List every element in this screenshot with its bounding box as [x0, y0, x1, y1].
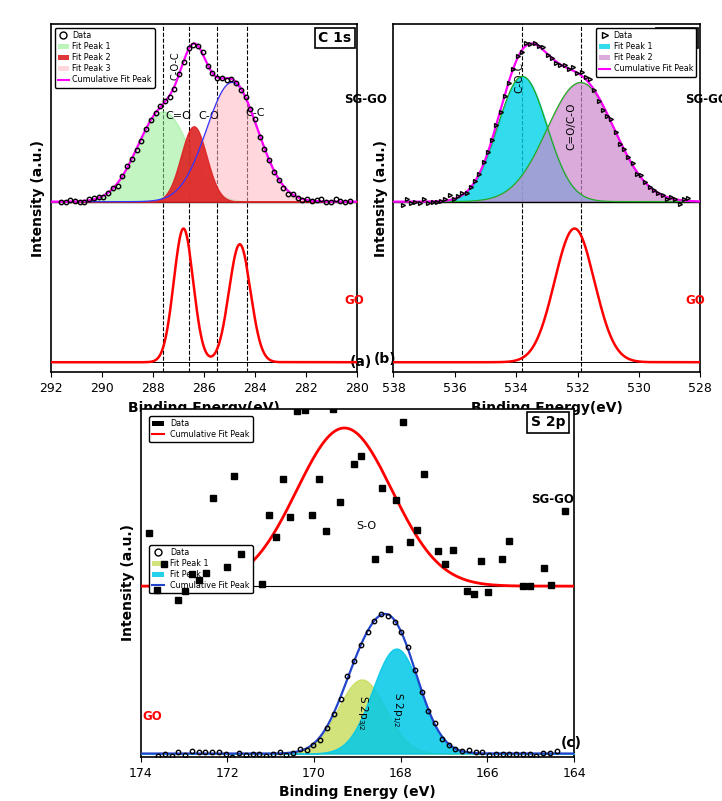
Legend: Data, Fit Peak 1, Fit Peak 2, Cumulative Fit Peak: Data, Fit Peak 1, Fit Peak 2, Cumulative… — [149, 545, 253, 594]
Y-axis label: Intensity (a.u.): Intensity (a.u.) — [31, 139, 45, 257]
X-axis label: Binding Energy (eV): Binding Energy (eV) — [279, 785, 436, 799]
Legend: Data, Fit Peak 1, Fit Peak 2, Cumulative Fit Peak: Data, Fit Peak 1, Fit Peak 2, Cumulative… — [596, 28, 696, 77]
Text: SG-GO: SG-GO — [344, 93, 388, 106]
Text: S 2p: S 2p — [531, 416, 565, 429]
X-axis label: Binding Energy(eV): Binding Energy(eV) — [471, 400, 623, 415]
Text: (a): (a) — [349, 355, 372, 369]
Text: (c): (c) — [561, 736, 582, 750]
Text: C=O/C-O: C=O/C-O — [567, 103, 576, 150]
Text: C-O-C: C-O-C — [514, 62, 524, 93]
X-axis label: Binding Energy(eV): Binding Energy(eV) — [128, 400, 280, 415]
Text: C-O: C-O — [199, 111, 219, 121]
Text: C 1s: C 1s — [318, 31, 351, 45]
Text: O 1s: O 1s — [659, 31, 695, 45]
Text: S 2p$_{1/2}$: S 2p$_{1/2}$ — [389, 691, 404, 727]
Text: GO: GO — [143, 710, 162, 723]
Text: C=O: C=O — [165, 111, 191, 121]
Text: C-C: C-C — [245, 108, 265, 118]
Y-axis label: Intensity (a.u.): Intensity (a.u.) — [121, 524, 135, 642]
Legend: Data, Fit Peak 1, Fit Peak 2, Fit Peak 3, Cumulative Fit Peak: Data, Fit Peak 1, Fit Peak 2, Fit Peak 3… — [55, 28, 155, 87]
Text: GO: GO — [344, 294, 365, 308]
Text: GO: GO — [685, 294, 705, 308]
Text: SG-GO: SG-GO — [531, 493, 573, 505]
Y-axis label: Intensity (a.u.): Intensity (a.u.) — [374, 139, 388, 257]
Text: S-O: S-O — [356, 521, 376, 531]
Text: (b): (b) — [374, 352, 396, 365]
Text: C-O-C: C-O-C — [171, 51, 180, 80]
Text: SG-GO: SG-GO — [685, 93, 722, 106]
Text: S 2p$_{3/2}$: S 2p$_{3/2}$ — [355, 695, 369, 731]
